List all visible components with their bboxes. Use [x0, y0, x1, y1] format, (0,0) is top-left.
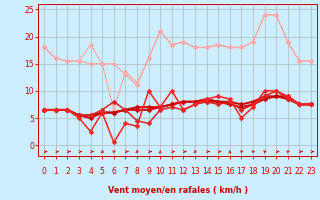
- X-axis label: Vent moyen/en rafales ( km/h ): Vent moyen/en rafales ( km/h ): [108, 186, 248, 195]
